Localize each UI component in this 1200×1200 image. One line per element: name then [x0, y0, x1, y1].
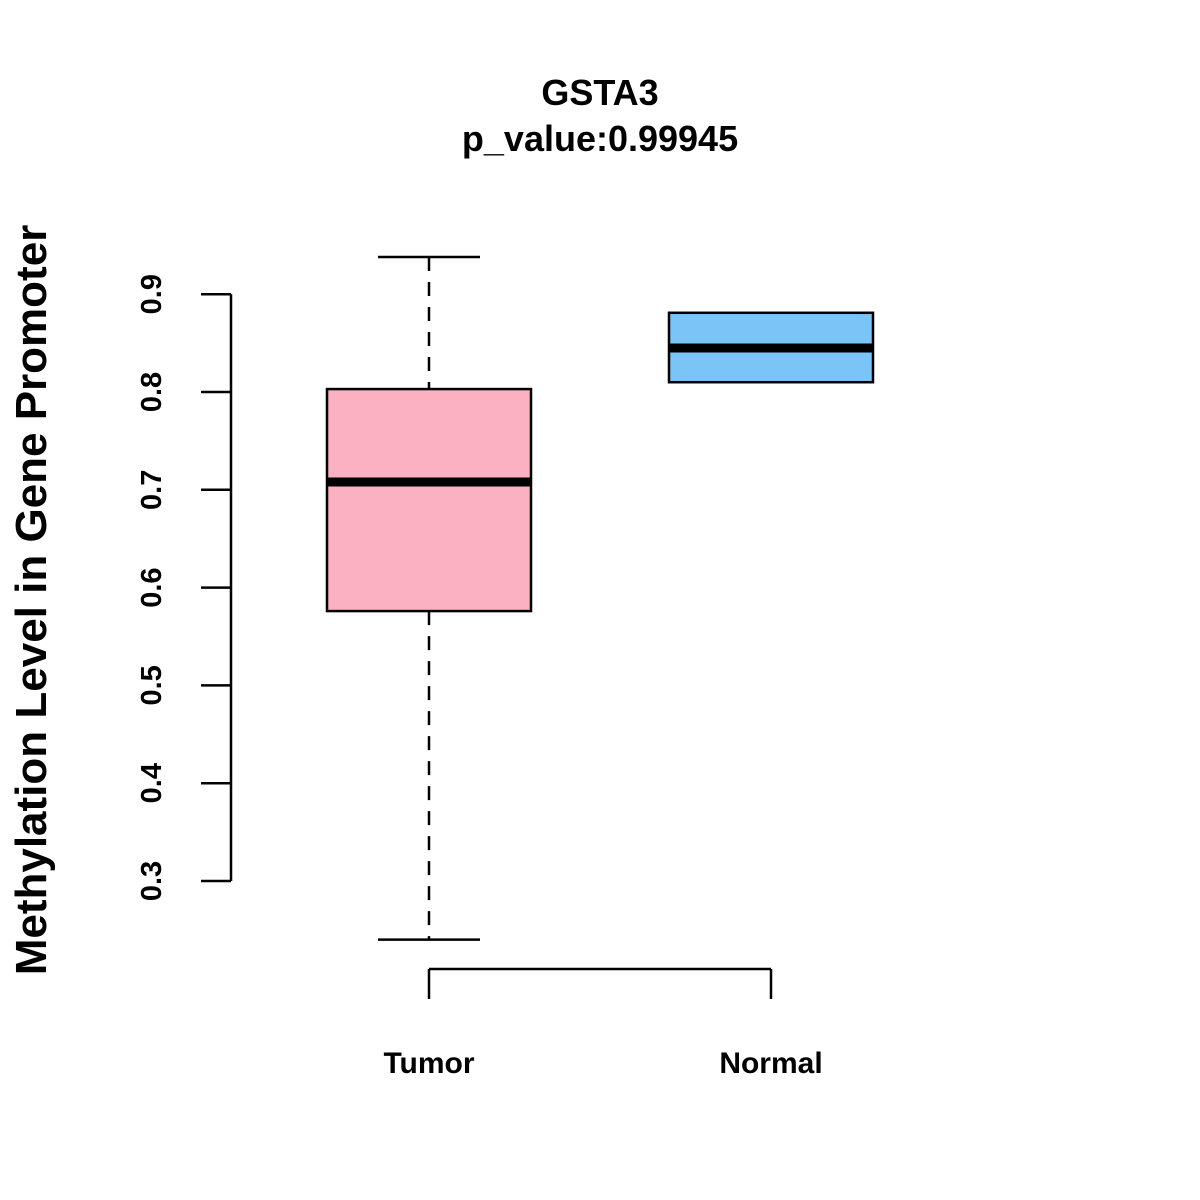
y-tick-label: 0.8 — [136, 372, 168, 412]
y-tick-label: 0.3 — [136, 861, 168, 901]
y-tick-label: 0.7 — [136, 470, 168, 510]
box-series — [325, 255, 875, 941]
y-tick-label: 0.9 — [136, 274, 168, 314]
iqr-box — [325, 387, 533, 613]
y-tick-label: 0.4 — [136, 763, 168, 803]
x-tick-label: Tumor — [383, 1047, 474, 1080]
y-axis: 0.3 0.4 0.5 0.6 0.7 0.8 0.9 — [136, 274, 233, 901]
chart-title: GSTA3 — [541, 72, 658, 113]
y-tick-label: 0.6 — [136, 567, 168, 607]
y-axis-label: Methylation Level in Gene Promoter — [7, 225, 56, 976]
x-axis: Tumor Normal — [383, 967, 823, 1080]
chart-subtitle: p_value:0.99945 — [462, 118, 738, 159]
box-tumor — [325, 255, 533, 941]
y-tick-label: 0.5 — [136, 665, 168, 705]
x-tick-label: Normal — [719, 1047, 822, 1080]
box-normal — [667, 311, 875, 384]
